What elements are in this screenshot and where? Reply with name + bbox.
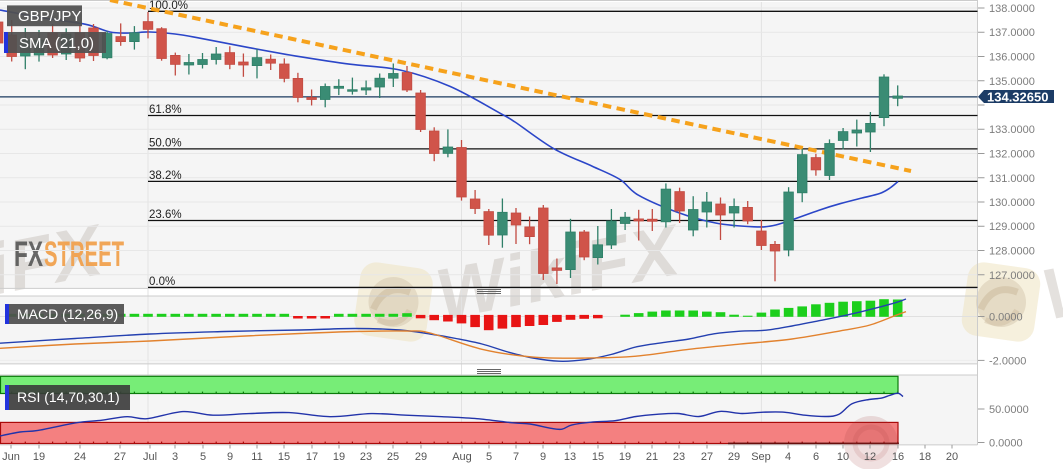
svg-text:10: 10 xyxy=(837,451,849,463)
svg-text:13: 13 xyxy=(564,451,576,463)
svg-text:Jul: Jul xyxy=(143,451,157,463)
svg-text:11: 11 xyxy=(251,451,262,463)
svg-text:7: 7 xyxy=(513,451,519,463)
svg-text:100.0%: 100.0% xyxy=(149,0,188,12)
svg-text:137.0000: 137.0000 xyxy=(989,27,1035,39)
svg-text:Sep: Sep xyxy=(751,451,771,463)
svg-text:Jun: Jun xyxy=(2,451,20,463)
svg-text:131.0000: 131.0000 xyxy=(989,173,1035,185)
svg-text:29: 29 xyxy=(415,451,427,463)
svg-text:38.2%: 38.2% xyxy=(149,170,182,182)
svg-text:5: 5 xyxy=(200,451,206,463)
svg-text:16: 16 xyxy=(892,451,904,463)
svg-text:61.8%: 61.8% xyxy=(149,104,182,116)
svg-text:19: 19 xyxy=(33,451,45,463)
svg-text:132.0000: 132.0000 xyxy=(989,149,1035,161)
svg-text:136.0000: 136.0000 xyxy=(989,52,1035,64)
svg-text:23: 23 xyxy=(673,451,685,463)
svg-text:MACD (12,26,9): MACD (12,26,9) xyxy=(17,306,118,322)
svg-text:FX: FX xyxy=(14,235,43,274)
svg-text:127.0000: 127.0000 xyxy=(989,270,1035,282)
svg-text:15: 15 xyxy=(592,451,604,463)
svg-text:0.0%: 0.0% xyxy=(149,276,175,288)
svg-text:25: 25 xyxy=(387,451,399,463)
svg-text:5: 5 xyxy=(486,451,492,463)
svg-text:STREET: STREET xyxy=(44,235,124,274)
svg-text:135.0000: 135.0000 xyxy=(989,76,1035,88)
svg-text:4: 4 xyxy=(785,451,791,463)
svg-text:0.0000: 0.0000 xyxy=(989,438,1023,450)
svg-text:-2.0000: -2.0000 xyxy=(989,355,1026,367)
svg-text:128.0000: 128.0000 xyxy=(989,246,1035,258)
svg-text:29: 29 xyxy=(728,451,740,463)
svg-text:129.0000: 129.0000 xyxy=(989,221,1035,233)
svg-text:23: 23 xyxy=(360,451,372,463)
svg-text:9: 9 xyxy=(227,451,233,463)
svg-text:12: 12 xyxy=(864,451,876,463)
svg-text:20: 20 xyxy=(946,451,958,463)
svg-text:18: 18 xyxy=(919,451,931,463)
svg-text:RSI (14,70,30,1): RSI (14,70,30,1) xyxy=(17,389,120,405)
svg-text:24: 24 xyxy=(74,451,86,463)
svg-text:19: 19 xyxy=(619,451,631,463)
svg-text:134.32650: 134.32650 xyxy=(987,89,1048,104)
svg-text:50.0000: 50.0000 xyxy=(989,404,1029,416)
svg-text:3: 3 xyxy=(172,451,178,463)
svg-text:21: 21 xyxy=(646,451,658,463)
svg-text:23.6%: 23.6% xyxy=(149,209,182,221)
svg-text:SMA (21,0): SMA (21,0) xyxy=(19,35,94,52)
svg-text:17: 17 xyxy=(306,451,318,463)
svg-text:0.0000: 0.0000 xyxy=(989,312,1023,324)
svg-text:GBP/JPY: GBP/JPY xyxy=(18,8,81,25)
svg-text:6: 6 xyxy=(813,451,819,463)
svg-text:133.0000: 133.0000 xyxy=(989,124,1035,136)
svg-text:27: 27 xyxy=(701,451,713,463)
svg-text:9: 9 xyxy=(540,451,546,463)
svg-text:15: 15 xyxy=(278,451,290,463)
svg-text:Aug: Aug xyxy=(452,451,472,463)
svg-text:50.0%: 50.0% xyxy=(149,137,182,149)
svg-text:130.0000: 130.0000 xyxy=(989,197,1035,209)
svg-text:27: 27 xyxy=(114,451,126,463)
svg-text:19: 19 xyxy=(333,451,345,463)
svg-text:138.0000: 138.0000 xyxy=(989,3,1035,15)
